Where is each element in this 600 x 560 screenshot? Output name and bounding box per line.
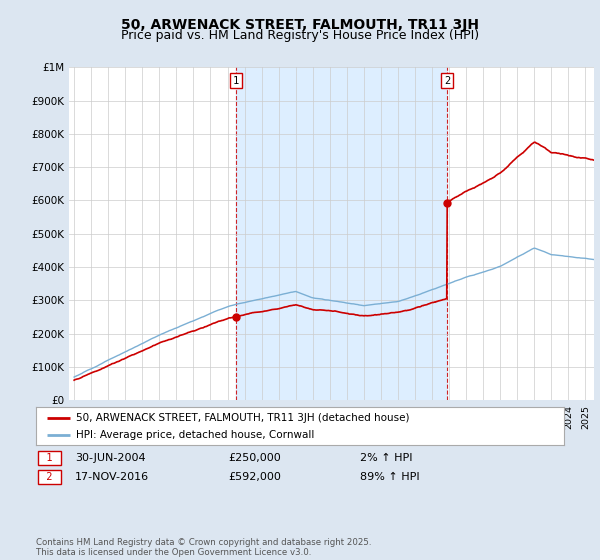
Text: 2: 2 — [444, 76, 450, 86]
Bar — [236, 67, 447, 400]
Text: 50, ARWENACK STREET, FALMOUTH, TR11 3JH: 50, ARWENACK STREET, FALMOUTH, TR11 3JH — [121, 18, 479, 32]
Text: HPI: Average price, detached house, Cornwall: HPI: Average price, detached house, Corn… — [76, 430, 314, 440]
Text: 1: 1 — [40, 453, 59, 463]
Text: £250,000: £250,000 — [228, 453, 281, 463]
Text: 50, ARWENACK STREET, FALMOUTH, TR11 3JH (detached house): 50, ARWENACK STREET, FALMOUTH, TR11 3JH … — [76, 413, 409, 423]
Text: 17-NOV-2016: 17-NOV-2016 — [75, 472, 149, 482]
Text: Contains HM Land Registry data © Crown copyright and database right 2025.
This d: Contains HM Land Registry data © Crown c… — [36, 538, 371, 557]
Text: £592,000: £592,000 — [228, 472, 281, 482]
Text: 30-JUN-2004: 30-JUN-2004 — [75, 453, 146, 463]
Text: 2: 2 — [40, 472, 59, 482]
Text: Price paid vs. HM Land Registry's House Price Index (HPI): Price paid vs. HM Land Registry's House … — [121, 29, 479, 42]
Text: 2% ↑ HPI: 2% ↑ HPI — [360, 453, 413, 463]
Text: 1: 1 — [233, 76, 239, 86]
Text: 89% ↑ HPI: 89% ↑ HPI — [360, 472, 419, 482]
